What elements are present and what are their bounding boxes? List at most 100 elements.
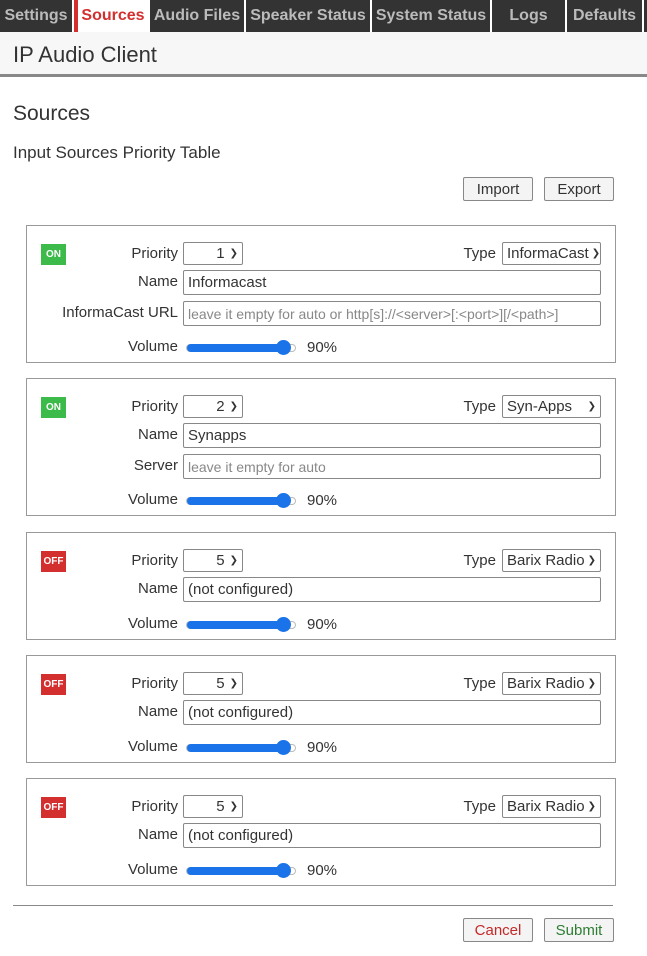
type-select[interactable]: Barix Radio ❯ xyxy=(502,795,601,818)
name-label: Name xyxy=(137,426,178,443)
type-select[interactable]: Barix Radio ❯ xyxy=(502,672,601,695)
type-label: Type xyxy=(463,552,496,569)
extra-input[interactable]: leave it empty for auto or http[s]://<se… xyxy=(183,301,601,326)
extra-label: InformaCast URL xyxy=(62,304,178,321)
priority-select[interactable]: 5 ❯ xyxy=(183,672,243,695)
tab-logs[interactable]: Logs xyxy=(492,0,567,32)
priority-label: Priority xyxy=(131,552,178,569)
type-select[interactable]: Syn-Apps ❯ xyxy=(502,395,601,418)
slider-thumb[interactable] xyxy=(276,617,292,632)
status-toggle[interactable]: ON xyxy=(41,244,66,265)
priority-label: Priority xyxy=(131,245,178,262)
volume-value: 90% xyxy=(307,616,338,633)
type-select[interactable]: InformaCast ❯ xyxy=(502,242,601,265)
name-input[interactable]: Synapps xyxy=(183,423,601,448)
type-label: Type xyxy=(463,675,496,692)
type-label: Type xyxy=(463,798,496,815)
volume-label: Volume xyxy=(127,615,178,632)
submit-button[interactable]: Submit xyxy=(544,918,614,942)
type-value: Barix Radio xyxy=(507,675,585,692)
name-input[interactable]: (not configured) xyxy=(183,700,601,725)
chevron-down-icon: ❯ xyxy=(229,801,238,812)
source-card: OFF Priority 5 ❯ Type Barix Radio ❯ Name (… xyxy=(26,778,616,886)
type-value: Syn-Apps xyxy=(507,398,573,415)
volume-label: Volume xyxy=(127,491,178,508)
volume-value: 90% xyxy=(307,492,338,509)
chevron-down-icon: ❯ xyxy=(587,801,596,812)
volume-value: 90% xyxy=(307,339,338,356)
tab-sources[interactable]: Sources xyxy=(74,0,150,32)
slider-thumb[interactable] xyxy=(276,493,292,508)
tab-audio-files[interactable]: Audio Files xyxy=(150,0,246,32)
priority-select[interactable]: 5 ❯ xyxy=(183,549,243,572)
volume-label: Volume xyxy=(127,861,178,878)
tab-defaults[interactable]: Defaults xyxy=(567,0,644,32)
volume-value: 90% xyxy=(307,862,338,879)
chevron-down-icon: ❯ xyxy=(229,555,238,566)
priority-select[interactable]: 1 ❯ xyxy=(183,242,243,265)
priority-label: Priority xyxy=(131,398,178,415)
cancel-button[interactable]: Cancel xyxy=(463,918,533,942)
type-select[interactable]: Barix Radio ❯ xyxy=(502,549,601,572)
chevron-down-icon: ❯ xyxy=(229,401,238,412)
source-card: ON Priority 2 ❯ Type Syn-Apps ❯ Name Synap… xyxy=(26,378,616,516)
priority-label: Priority xyxy=(131,675,178,692)
app-header: IP Audio Client xyxy=(0,32,647,77)
import-button[interactable]: Import xyxy=(463,177,533,201)
tab-speaker-status[interactable]: Speaker Status xyxy=(246,0,372,32)
chevron-down-icon: ❯ xyxy=(587,555,596,566)
volume-slider[interactable] xyxy=(186,340,296,355)
chevron-down-icon: ❯ xyxy=(591,248,601,259)
chevron-down-icon: ❯ xyxy=(587,678,596,689)
name-label: Name xyxy=(137,703,178,720)
type-value: Barix Radio xyxy=(507,798,585,815)
status-toggle[interactable]: ON xyxy=(41,397,66,418)
priority-value: 5 xyxy=(216,798,225,815)
tab-settings[interactable]: Settings xyxy=(0,0,74,32)
volume-value: 90% xyxy=(307,739,338,756)
type-label: Type xyxy=(463,245,496,262)
extra-label: Server xyxy=(133,457,178,474)
name-label: Name xyxy=(137,580,178,597)
name-input[interactable]: (not configured) xyxy=(183,577,601,602)
priority-value: 2 xyxy=(216,398,225,415)
chevron-down-icon: ❯ xyxy=(587,401,596,412)
name-label: Name xyxy=(137,273,178,290)
status-toggle[interactable]: OFF xyxy=(41,797,66,818)
slider-thumb[interactable] xyxy=(276,340,292,355)
volume-slider[interactable] xyxy=(186,493,296,508)
type-label: Type xyxy=(463,398,496,415)
priority-select[interactable]: 5 ❯ xyxy=(183,795,243,818)
slider-fill xyxy=(187,744,285,752)
tab-system-status[interactable]: System Status xyxy=(372,0,492,32)
volume-slider[interactable] xyxy=(186,863,296,878)
volume-label: Volume xyxy=(127,738,178,755)
slider-fill xyxy=(187,867,285,875)
extra-input[interactable]: leave it empty for auto xyxy=(183,454,601,479)
volume-slider[interactable] xyxy=(186,617,296,632)
chevron-down-icon: ❯ xyxy=(229,678,238,689)
export-button[interactable]: Export xyxy=(544,177,614,201)
name-input[interactable]: Informacast xyxy=(183,270,601,295)
section-title: Input Sources Priority Table xyxy=(13,143,221,162)
slider-fill xyxy=(187,621,285,629)
volume-label: Volume xyxy=(127,338,178,355)
source-card: OFF Priority 5 ❯ Type Barix Radio ❯ Name (… xyxy=(26,655,616,763)
priority-select[interactable]: 2 ❯ xyxy=(183,395,243,418)
divider xyxy=(13,905,613,906)
name-input[interactable]: (not configured) xyxy=(183,823,601,848)
slider-thumb[interactable] xyxy=(276,740,292,755)
priority-value: 5 xyxy=(216,552,225,569)
chevron-down-icon: ❯ xyxy=(229,248,238,259)
volume-slider[interactable] xyxy=(186,740,296,755)
slider-fill xyxy=(187,344,285,352)
slider-thumb[interactable] xyxy=(276,863,292,878)
priority-value: 1 xyxy=(216,245,225,262)
status-toggle[interactable]: OFF xyxy=(41,674,66,695)
source-card: ON Priority 1 ❯ Type InformaCast ❯ Name In… xyxy=(26,225,616,363)
type-value: Barix Radio xyxy=(507,552,585,569)
status-toggle[interactable]: OFF xyxy=(41,551,66,572)
type-value: InformaCast xyxy=(507,245,589,262)
name-label: Name xyxy=(137,826,178,843)
nav-tabs: Settings Sources Audio Files Speaker Status… xyxy=(0,0,647,32)
